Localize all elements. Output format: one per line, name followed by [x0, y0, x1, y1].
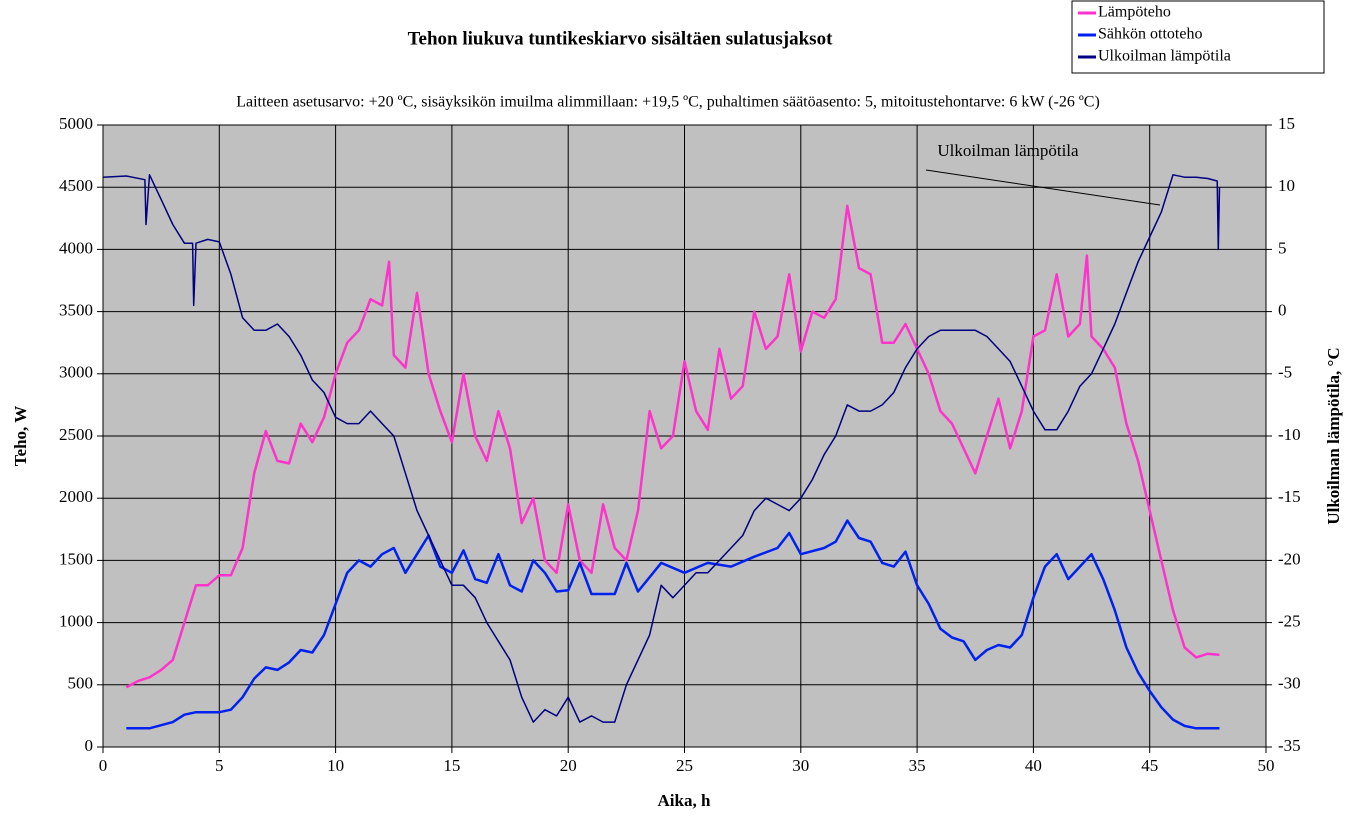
- x-axis-label: Aika, h: [658, 791, 711, 810]
- x-tick-label: 30: [792, 756, 809, 775]
- chart-title: Tehon liukuva tuntikeskiarvo sisältäen s…: [408, 28, 833, 49]
- y-tick-label: 5000: [59, 114, 93, 133]
- y2-tick-label: -10: [1278, 425, 1301, 444]
- y-tick-label: 1000: [59, 612, 93, 631]
- line-series: [102, 174, 1221, 723]
- y2-tick-label: -30: [1278, 674, 1301, 693]
- y2-tick-label: -15: [1278, 487, 1301, 506]
- y-tick-label: 2500: [59, 425, 93, 444]
- y-tick-label: 3500: [59, 301, 93, 320]
- legend-label: Ulkoilman lämpötila: [1098, 48, 1231, 65]
- y-axis-label: Teho, W: [11, 406, 30, 466]
- y-tick-label: 0: [85, 736, 94, 755]
- x-tick-label: 0: [99, 756, 108, 775]
- x-tick-label: 25: [676, 756, 693, 775]
- y-tick-label: 4500: [59, 176, 93, 195]
- y2-tick-label: -25: [1278, 612, 1301, 631]
- y2-tick-label: -35: [1278, 736, 1301, 755]
- y2-tick-label: -20: [1278, 549, 1301, 568]
- y-tick-label: 1500: [59, 549, 93, 568]
- line-series: [126, 519, 1220, 730]
- legend-label: Lämpöteho: [1098, 4, 1171, 21]
- annotation: Ulkoilman lämpötila: [937, 141, 1079, 160]
- x-tick-label: 15: [443, 756, 460, 775]
- legend: [1071, 0, 1325, 74]
- x-tick-label: 35: [909, 756, 926, 775]
- y2-tick-label: 10: [1278, 176, 1295, 195]
- line-series: [125, 204, 1220, 689]
- y2-tick-label: 0: [1278, 301, 1287, 320]
- y2-tick-label: -5: [1278, 363, 1292, 382]
- y-tick-label: 4000: [59, 238, 93, 257]
- y-tick-label: 2000: [59, 487, 93, 506]
- x-tick-label: 20: [560, 756, 577, 775]
- y2-tick-label: 15: [1278, 114, 1295, 133]
- x-tick-label: 5: [215, 756, 224, 775]
- x-tick-label: 45: [1141, 756, 1158, 775]
- y2-tick-label: 5: [1278, 238, 1287, 257]
- chart-subtitle: Laitteen asetusarvo: +20 ºC, sisäyksikön…: [236, 94, 1100, 111]
- legend-label: Sähkön ottoteho: [1098, 26, 1202, 43]
- x-tick-label: 50: [1258, 756, 1275, 775]
- x-tick-label: 10: [327, 756, 344, 775]
- y2-axis-label: Ulkoilman lämpötila, °C: [1324, 347, 1343, 524]
- x-tick-label: 40: [1025, 756, 1042, 775]
- y-tick-label: 500: [68, 674, 94, 693]
- y-tick-label: 3000: [59, 363, 93, 382]
